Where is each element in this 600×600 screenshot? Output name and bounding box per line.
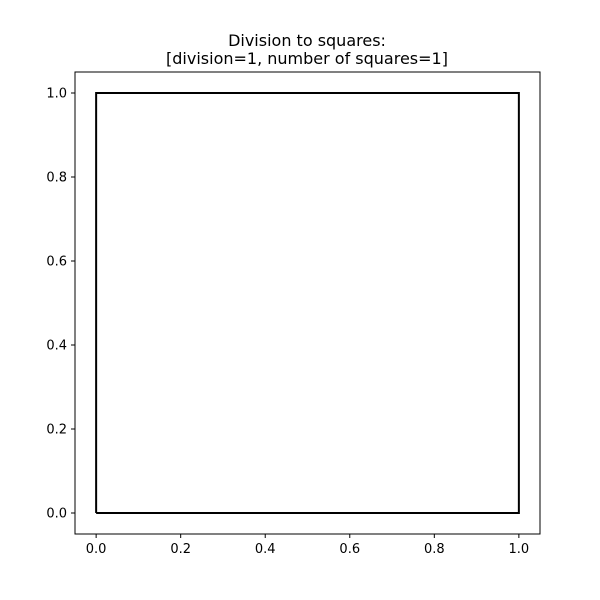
y-tick-label: 0.2 — [46, 423, 67, 438]
x-axis-ticks: 0.0 0.2 0.4 0.6 0.8 1.0 — [86, 534, 529, 557]
x-tick-label: 0.2 — [170, 542, 191, 557]
axes-frame — [74, 71, 541, 535]
squares-layer — [95, 92, 520, 514]
square-outline — [95, 92, 520, 514]
y-tick-label: 0.0 — [46, 507, 67, 522]
x-tick-label: 0.4 — [255, 542, 276, 557]
y-tick-label: 1.0 — [46, 87, 67, 102]
x-tick-label: 0.8 — [424, 542, 445, 557]
chart-title-line-1: Division to squares: — [228, 31, 386, 50]
x-tick-label: 0.0 — [86, 542, 107, 557]
y-tick-label: 0.6 — [46, 255, 67, 270]
chart-title-line-2: [division=1, number of squares=1] — [166, 49, 448, 68]
x-tick-label: 0.6 — [339, 542, 360, 557]
x-tick-label: 1.0 — [509, 542, 530, 557]
y-axis-ticks: 0.0 0.2 0.4 0.6 0.8 1.0 — [46, 87, 75, 522]
y-tick-label: 0.4 — [46, 339, 67, 354]
y-tick-label: 0.8 — [46, 171, 67, 186]
